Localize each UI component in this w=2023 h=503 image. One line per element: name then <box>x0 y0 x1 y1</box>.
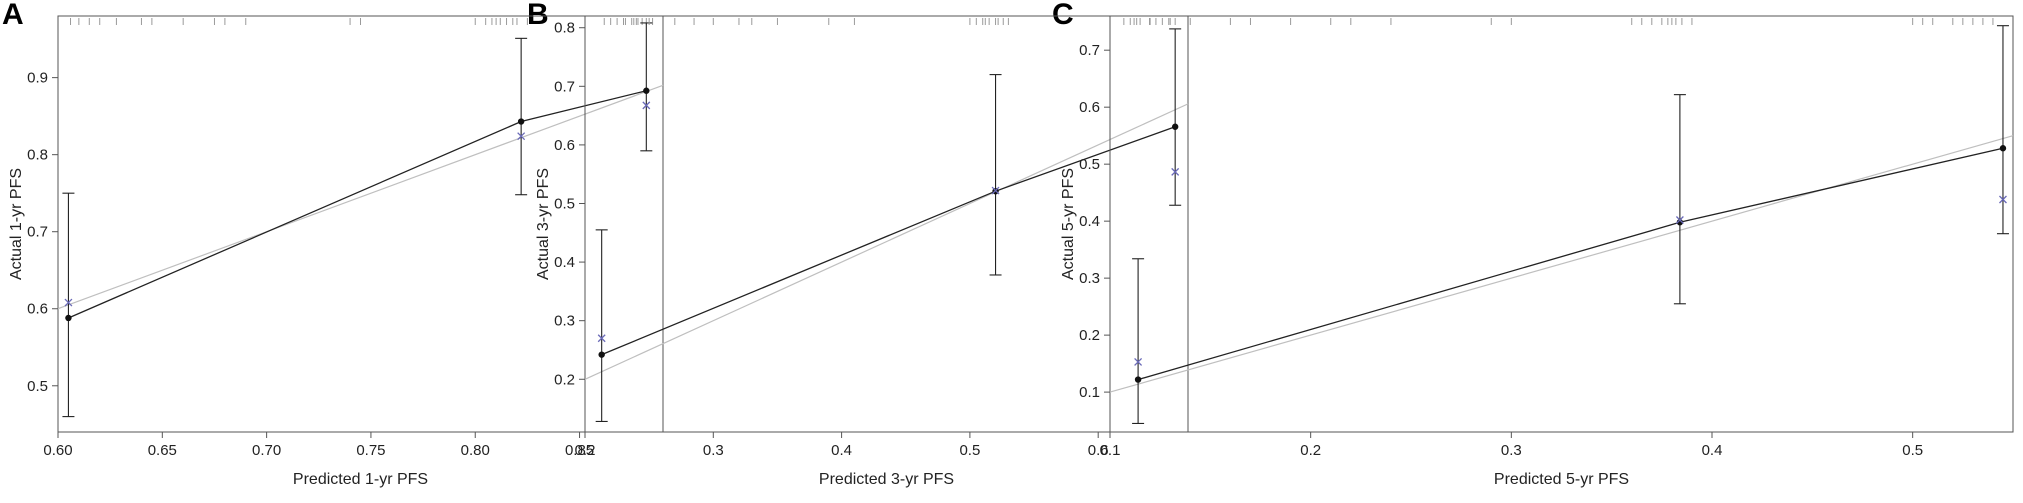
corrected-marker <box>1999 195 2007 204</box>
corrected-marker-stroke <box>642 101 651 110</box>
corrected-marker-stroke <box>64 298 73 307</box>
x-tick-label: 0.4 <box>831 442 852 459</box>
x-tick-label: 0.75 <box>356 442 385 459</box>
y-tick-label: 0.7 <box>1079 42 1100 59</box>
panel-2: 0.1 0.2 0.3 0.4 0.5 0.1 0.2 0.3 0.4 0.5 0.6 0.7 Pred… <box>1060 15 2014 488</box>
corrected-marker <box>597 334 606 343</box>
y-axis-title: Actual 1-yr PFS <box>8 168 25 280</box>
corrected-marker <box>642 101 651 110</box>
y-tick-label: 0.6 <box>1079 99 1100 116</box>
y-axis-title: Actual 5-yr PFS <box>1060 168 1077 280</box>
corrected-marker-stroke <box>597 334 606 343</box>
observed-point <box>598 351 605 358</box>
panel-letter-a: A <box>2 0 24 31</box>
y-tick-label: 0.2 <box>554 371 575 388</box>
panel-0: 0.60 0.65 0.70 0.75 0.80 0.85 0.5 0.6 0.7 0.8 0.9 P… <box>8 15 664 488</box>
plot-frame <box>584 15 1189 433</box>
x-axis-title: Predicted 3-yr PFS <box>819 471 954 488</box>
y-tick-label: 0.4 <box>554 254 575 271</box>
corrected-marker <box>991 186 1000 195</box>
corrected-marker-stroke <box>517 132 526 141</box>
x-tick-label: 0.85 <box>565 442 594 459</box>
corrected-marker <box>517 132 526 141</box>
x-tick-label: 0.6 <box>1088 442 1109 459</box>
x-tick-label: 0.2 <box>1300 442 1321 459</box>
x-tick-label: 0.4 <box>1702 442 1723 459</box>
x-tick-label: 0.60 <box>43 442 72 459</box>
corrected-marker-stroke <box>1675 216 1684 224</box>
observed-line <box>1137 147 2004 381</box>
x-tick-label: 0.5 <box>1902 442 1923 459</box>
y-tick-label: 0.6 <box>554 137 575 154</box>
y-tick-label: 0.3 <box>1079 270 1100 287</box>
x-tick-label: 0.2 <box>575 442 596 459</box>
y-axis-title: Actual 3-yr PFS <box>535 168 552 280</box>
observed-point <box>1134 376 1142 383</box>
ideal-line <box>584 103 1189 380</box>
observed-point <box>65 314 72 322</box>
corrected-marker <box>1675 216 1684 224</box>
x-axis-title: Predicted 5-yr PFS <box>1494 471 1629 488</box>
corrected-marker <box>1171 167 1180 176</box>
observed-point <box>1171 123 1179 130</box>
y-tick-label: 0.5 <box>1079 156 1100 173</box>
corrected-marker-stroke <box>1171 167 1180 176</box>
panel-1: 0.2 0.3 0.4 0.5 0.6 0.2 0.3 0.4 0.5 0.6 0.7 0.8 Pred… <box>535 15 1189 488</box>
x-tick-label: 0.1 <box>1100 442 1121 459</box>
y-tick-label: 0.1 <box>1079 384 1100 401</box>
corrected-marker <box>1134 357 1143 366</box>
plot-frame <box>57 15 664 433</box>
x-tick-label: 0.3 <box>1501 442 1522 459</box>
ideal-line <box>1109 135 2014 393</box>
observed-point <box>643 87 650 94</box>
x-tick-label: 0.80 <box>461 442 490 459</box>
y-tick-label: 0.5 <box>554 195 575 212</box>
observed-point <box>517 118 525 125</box>
x-tick-label: 0.70 <box>252 442 281 459</box>
corrected-marker <box>64 298 73 307</box>
x-tick-label: 0.5 <box>959 442 980 459</box>
corrected-marker-stroke <box>1134 357 1143 366</box>
y-tick-label: 0.2 <box>1079 327 1100 344</box>
y-tick-label: 0.7 <box>27 224 48 241</box>
ideal-line <box>57 84 664 310</box>
y-tick-label: 0.7 <box>554 78 575 95</box>
y-tick-label: 0.5 <box>27 378 48 395</box>
corrected-marker-stroke <box>1999 195 2007 204</box>
y-tick-label: 0.9 <box>27 70 48 87</box>
x-tick-label: 0.3 <box>703 442 724 459</box>
y-tick-label: 0.8 <box>27 147 48 164</box>
y-tick-label: 0.8 <box>554 20 575 37</box>
x-tick-label: 0.65 <box>148 442 177 459</box>
x-axis-title: Predicted 1-yr PFS <box>293 471 428 488</box>
observed-point <box>1676 219 1684 226</box>
y-tick-label: 0.3 <box>554 313 575 330</box>
y-tick-label: 0.4 <box>1079 213 1100 230</box>
plot-frame <box>1109 15 2014 433</box>
y-tick-label: 0.6 <box>27 301 48 318</box>
observed-point <box>1999 145 2007 152</box>
corrected-marker-stroke <box>991 186 1000 195</box>
